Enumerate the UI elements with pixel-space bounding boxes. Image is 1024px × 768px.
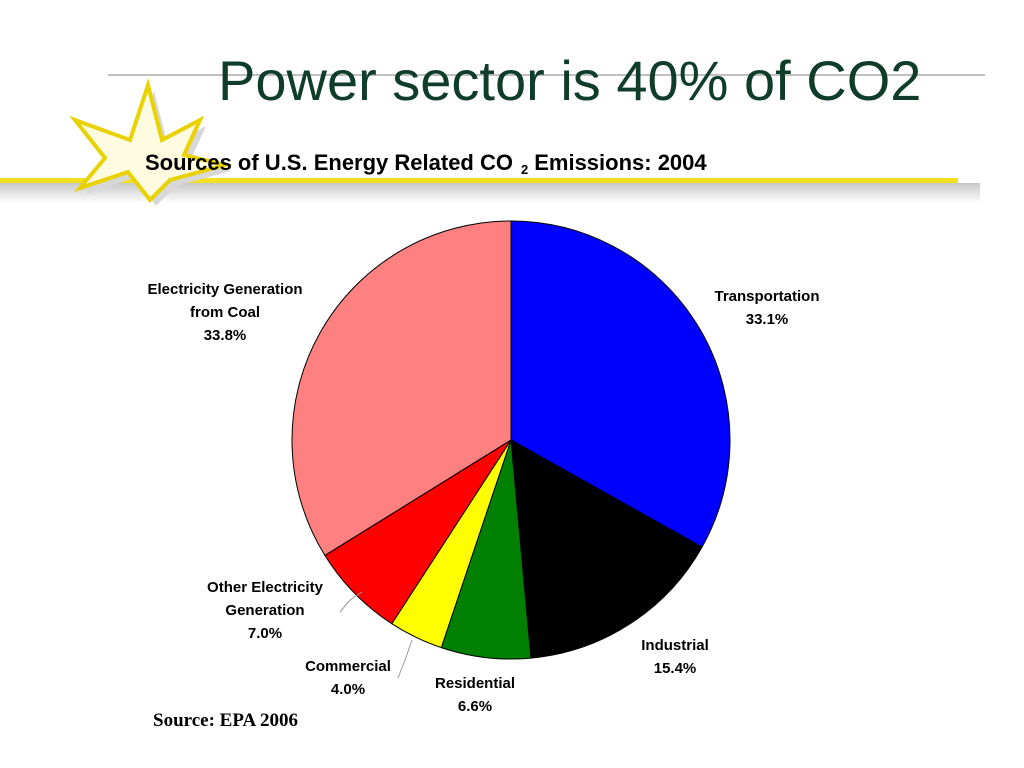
pie-label-5-value: 33.8% xyxy=(203,327,247,344)
pie-label-0: Transportation 33.1% xyxy=(714,285,819,331)
header-decoration xyxy=(0,74,985,206)
starburst-icon xyxy=(69,77,233,204)
pie-label-0-value: 33.1% xyxy=(745,311,789,328)
pie-label-5-line-0: Electricity Generation xyxy=(147,281,303,298)
pie-label-4: Other Electricity Generation 7.0% xyxy=(207,576,323,645)
chart-title-subscript: 2 xyxy=(520,162,529,177)
chart-title-main: Sources of U.S. Energy Related CO xyxy=(145,150,513,175)
header-bar-shadow xyxy=(0,183,980,203)
leader-line-commercial xyxy=(397,639,413,679)
source-note: Source: EPA 2006 xyxy=(153,710,298,731)
pie-label-0-line-0: Transportation xyxy=(714,288,820,305)
leader-line-other xyxy=(339,591,363,613)
pie-label-4-line-0: Other Electricity xyxy=(207,579,323,596)
pie-label-2: Residential 6.6% xyxy=(435,672,515,718)
pie-label-3: Commercial 4.0% xyxy=(305,655,391,701)
pie-label-5-line-1: from Coal xyxy=(189,304,260,321)
pie-label-1-value: 15.4% xyxy=(653,660,697,677)
pie-label-3-value: 4.0% xyxy=(330,681,366,698)
pie-label-1-line-0: Industrial xyxy=(641,637,709,654)
pie-label-5: Electricity Generation from Coal 33.8% xyxy=(147,278,302,347)
pie-label-2-line-0: Residential xyxy=(434,675,516,692)
pie-label-3-line-0: Commercial xyxy=(305,658,391,675)
header-bar xyxy=(0,178,958,183)
pie-label-4-line-1: Generation xyxy=(225,602,305,619)
slide-title: Power sector is 40% of CO2 xyxy=(218,49,922,112)
chart-title: Sources of U.S. Energy Related CO 2 Emissi… xyxy=(145,150,707,177)
pie-slice-0 xyxy=(510,220,731,548)
chart-title-suffix: Emissions: 2004 xyxy=(534,150,707,175)
pie-label-1: Industrial 15.4% xyxy=(641,634,709,680)
pie-slice-1 xyxy=(510,439,703,659)
pie-label-4-value: 7.0% xyxy=(247,625,283,642)
pie-label-2-value: 6.6% xyxy=(457,698,493,715)
pie-slice-5 xyxy=(291,220,512,557)
